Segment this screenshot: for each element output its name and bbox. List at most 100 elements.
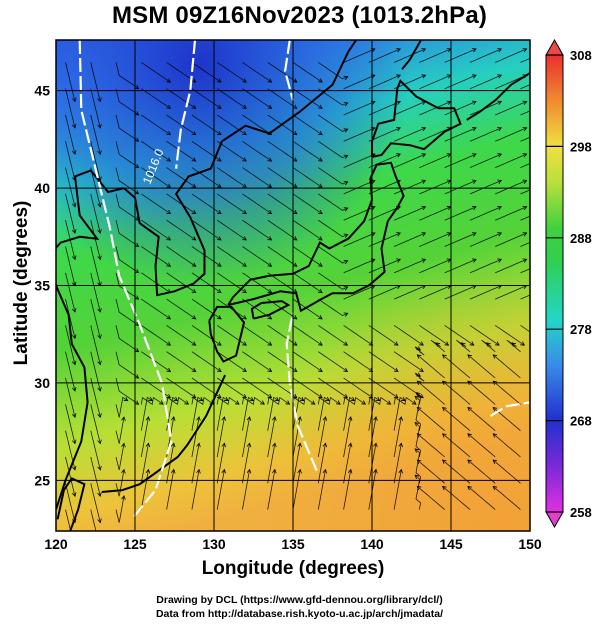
streamline-arrowhead	[467, 485, 472, 491]
streamline	[242, 114, 272, 136]
streamline-arrowhead	[421, 179, 427, 184]
streamline	[343, 206, 376, 221]
streamline	[414, 372, 425, 382]
streamline	[343, 396, 355, 431]
streamline-arrowhead	[318, 341, 323, 346]
streamline	[166, 272, 196, 293]
streamline	[343, 416, 352, 458]
streamline-arrowhead	[72, 386, 77, 392]
streamline-arrowhead	[272, 468, 277, 474]
streamline-arrowhead	[471, 48, 477, 53]
streamline-arrowhead	[393, 341, 399, 346]
streamline	[318, 62, 348, 80]
streamline	[191, 325, 222, 346]
streamline	[467, 354, 496, 379]
streamline-arrowhead	[368, 341, 374, 346]
streamline	[115, 495, 125, 523]
streamline	[141, 298, 171, 320]
streamline-arrowhead	[134, 347, 140, 353]
streamline	[141, 219, 171, 241]
streamline-arrowhead	[318, 78, 323, 83]
streamlines	[65, 48, 530, 531]
streamline-arrowhead	[267, 367, 273, 372]
streamline	[368, 377, 399, 399]
streamline-arrowhead	[166, 367, 172, 372]
streamline	[317, 443, 326, 484]
y-tick-label: 45	[34, 83, 50, 99]
streamline	[115, 396, 128, 418]
x-tick-label: 150	[518, 536, 542, 552]
streamline	[318, 140, 348, 159]
streamline	[520, 57, 530, 63]
streamline-arrowhead	[492, 406, 498, 412]
streamline	[442, 380, 471, 405]
streamline-arrowhead	[267, 209, 273, 215]
streamline	[419, 48, 451, 63]
streamline	[267, 246, 298, 267]
streamline-arrowhead	[343, 367, 349, 372]
streamline	[216, 62, 247, 83]
streamline-arrowhead	[221, 416, 226, 421]
streamline-arrowhead	[242, 209, 247, 215]
streamline	[90, 377, 101, 418]
streamline-arrowhead	[246, 442, 252, 448]
streamline	[317, 469, 326, 510]
streamline-arrowhead	[166, 394, 172, 399]
streamline-arrowhead	[166, 236, 172, 241]
streamline	[267, 325, 298, 346]
streamline-arrowhead	[373, 442, 378, 448]
streamline-arrowhead	[497, 258, 503, 263]
streamline	[393, 232, 426, 247]
streamline-arrowhead	[471, 179, 477, 184]
streamline	[469, 127, 502, 142]
streamline-arrowhead	[267, 315, 273, 320]
streamline-arrowhead	[495, 341, 500, 346]
streamline	[414, 448, 422, 484]
streamline-arrowhead	[97, 202, 102, 208]
streamline-arrowhead	[347, 442, 353, 448]
coastline	[227, 161, 405, 313]
streamline	[492, 433, 521, 458]
streamline-arrowhead	[121, 442, 126, 448]
streamline-arrowhead	[522, 100, 528, 105]
streamline	[469, 325, 500, 346]
streamline	[191, 114, 222, 136]
streamline-arrowhead	[267, 262, 273, 267]
streamline	[343, 351, 373, 372]
streamline	[292, 167, 323, 188]
streamline-arrowhead	[297, 442, 302, 448]
streamline-arrowhead	[414, 395, 420, 401]
streamline-arrowhead	[159, 400, 164, 405]
streamline	[191, 272, 222, 293]
streamline	[242, 246, 272, 267]
streamline	[520, 189, 530, 195]
streamline	[343, 127, 376, 142]
streamline	[90, 167, 101, 207]
streamline	[216, 140, 247, 162]
streamline-arrowhead	[492, 354, 498, 359]
streamline	[115, 351, 139, 379]
streamline-arrowhead	[134, 84, 140, 90]
streamline	[191, 469, 200, 510]
streamline-arrowhead	[318, 315, 323, 320]
streamline	[90, 404, 101, 444]
coastline	[123, 140, 223, 297]
streamline-arrowhead	[396, 74, 401, 79]
streamline	[444, 127, 477, 142]
streamline	[65, 167, 76, 207]
streamline	[430, 339, 445, 353]
streamline	[115, 443, 125, 471]
colorbar-tick-label: 278	[570, 322, 592, 337]
streamline-arrowhead	[416, 346, 422, 351]
streamline-arrowhead	[292, 367, 298, 372]
streamline-arrowhead	[145, 416, 151, 421]
streamline-arrowhead	[361, 400, 366, 405]
streamline	[166, 325, 196, 346]
streamline-arrowhead	[97, 386, 102, 392]
streamline	[469, 180, 502, 195]
streamline	[317, 416, 326, 458]
streamline	[520, 163, 530, 168]
streamline	[65, 272, 76, 313]
streamline	[242, 396, 254, 431]
streamline	[292, 443, 301, 484]
